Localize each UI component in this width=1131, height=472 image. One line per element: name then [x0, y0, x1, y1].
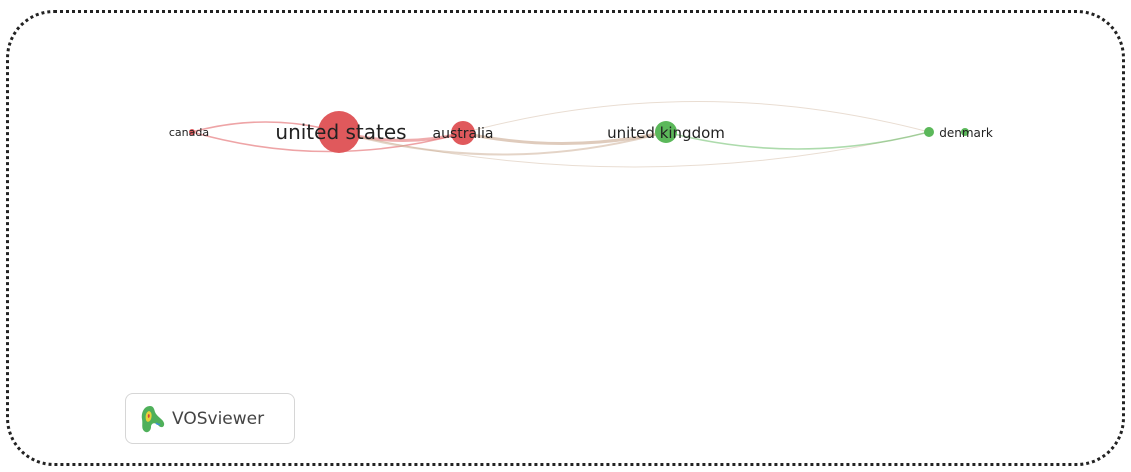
label-united-kingdom[interactable]: united kingdom	[607, 124, 725, 142]
label-united-states[interactable]: united states	[275, 120, 406, 144]
label-layer: canada united states australia united ki…	[169, 120, 993, 144]
node-denmark[interactable]	[924, 127, 934, 137]
label-australia[interactable]: australia	[433, 126, 494, 142]
vosviewer-logo-text: VOSviewer	[172, 409, 264, 429]
vosviewer-logo: VOSviewer	[125, 393, 295, 444]
label-denmark[interactable]: denmark	[939, 126, 993, 140]
vosviewer-logo-icon	[138, 404, 166, 434]
label-canada[interactable]: canada	[169, 126, 209, 139]
